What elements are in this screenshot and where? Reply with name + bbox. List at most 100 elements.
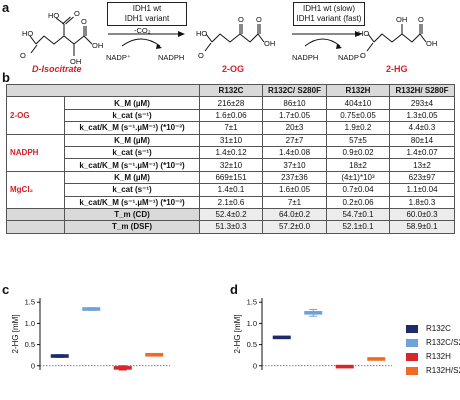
compound-d-isocitrate-label: D-Isocitrate: [32, 64, 82, 74]
nadph-label-2: NADPH: [292, 53, 319, 62]
table-cell: 1.3±0.05: [389, 108, 455, 123]
svg-text:O: O: [238, 15, 244, 24]
param-label: T_m (DSF): [64, 220, 200, 234]
table-cell: 0.2±0.06: [326, 195, 390, 209]
chart-d: 0 0.5 1.0 1.5 2-HG [mM]: [233, 298, 392, 370]
table-cell: 1.1±0.04: [389, 183, 455, 197]
reaction-box-2-line-1: IDH1 wt (slow): [302, 4, 355, 13]
mean-marker: [304, 311, 323, 315]
panel-label-d: d: [230, 282, 238, 297]
reaction-box-2-line-2: IDH1 variant (fast): [296, 14, 362, 23]
param-label: k_cat (s⁻¹): [64, 145, 200, 160]
table-cell: 86±10: [262, 96, 327, 110]
table-cell: 2.1±0.6: [199, 195, 263, 209]
legend-item: R132C/S280F: [406, 338, 460, 347]
kinetics-table: R132C R132C/ S280F R132H R132H/ S280F 2-OG K_…: [6, 83, 455, 234]
table-row: NADPH K_M (µM) 31±10 27±7 57±5 80±14: [6, 133, 455, 172]
table-cell: 1.6±0.06: [199, 108, 263, 123]
table-cell: 80±14: [389, 133, 455, 147]
column-header: R132H: [326, 83, 390, 98]
column-header: R132C: [199, 83, 263, 98]
svg-text:OH: OH: [70, 57, 81, 66]
svg-text:OH: OH: [264, 39, 275, 48]
param-label: k_cat (s⁻¹): [64, 183, 200, 197]
table-cell: 237±36: [262, 170, 327, 185]
legend-label: R132C/S280F: [426, 338, 460, 347]
table-cell: 52.4±0.2: [199, 207, 263, 222]
legend-item: R132C: [406, 324, 451, 333]
legend-swatch: [406, 352, 418, 361]
nadph-label-1: NADPH: [158, 53, 185, 62]
reaction-box-2: IDH1 wt (slow) IDH1 variant (fast): [293, 2, 365, 26]
compound-d-isocitrate: D-Isocitrate: [32, 64, 82, 74]
table-header-row: R132C R132C/ S280F R132H R132H/ S280F: [6, 83, 455, 98]
table-cell: 293±4: [389, 96, 455, 110]
table-cell: 54.7±0.1: [326, 207, 390, 222]
svg-text:OH: OH: [396, 15, 407, 24]
svg-text:O: O: [20, 51, 26, 60]
table-cell: 13±2: [389, 158, 455, 172]
table-cell: 1.8±0.3: [389, 195, 455, 209]
panel-label-b: b: [2, 70, 10, 85]
svg-text:HO: HO: [196, 29, 207, 38]
table-cell: 27±7: [262, 133, 327, 147]
table-cell: 51.3±0.3: [199, 220, 263, 234]
table-cell: 32±10: [199, 158, 263, 172]
table-cell: 1.7±0.05: [262, 108, 327, 123]
svg-text:HO: HO: [358, 29, 369, 38]
compound-2-og: 2-OG: [222, 64, 245, 74]
table-row: k_cat/K_M (s⁻¹.µM⁻¹) (*10⁻³) 7±1 20±3 1.9±0…: [7, 121, 455, 135]
table-row: MgCl₂ K_M (µM) 669±151 237±36 (4±1)*10³ 623±9…: [6, 170, 455, 209]
group-label: 2-OG: [6, 96, 65, 135]
table-cell: 1.4±0.08: [262, 145, 327, 160]
table-cell: 1.4±0.07: [389, 145, 455, 160]
y-tick-label: 0: [31, 361, 35, 370]
table-cell: 1.4±0.1: [199, 183, 263, 197]
legend-label: R132H: [426, 352, 451, 361]
reaction-scheme-graphic: HO O HO O O OH OH HO O O O OH HO O OH O …: [20, 9, 437, 66]
legend-swatch: [406, 324, 418, 333]
y-tick-label: 1.0: [247, 319, 257, 328]
param-label: K_M (µM): [64, 133, 200, 147]
table-row: k_cat/K_M (s⁻¹.µM⁻¹) (*10⁻³) 2.1±0.6 7±1 0.…: [7, 195, 455, 209]
y-axis-label: 2-HG [mM]: [233, 314, 242, 353]
svg-text:O: O: [360, 51, 366, 60]
mean-marker: [50, 354, 69, 358]
svg-text:OH: OH: [92, 41, 103, 50]
mean-marker: [82, 307, 101, 311]
svg-text:O: O: [74, 9, 80, 18]
y-tick-label: 1.5: [247, 298, 257, 307]
table-cell: 64.0±0.2: [262, 207, 327, 222]
y-tick-label: 1.5: [25, 298, 35, 307]
group-label: NADPH: [6, 133, 65, 172]
param-label: k_cat/K_M (s⁻¹.µM⁻¹) (*10⁻³): [64, 158, 200, 172]
table-cell: 57±5: [326, 133, 390, 147]
column-header: R132H/ S280F: [389, 83, 455, 98]
svg-text:OH: OH: [426, 39, 437, 48]
table-cell: 37±10: [262, 158, 327, 172]
legend-item: R132H/S280F: [406, 366, 460, 375]
table-cell: 1.9±0.2: [326, 121, 390, 135]
table-cell: 7±1: [199, 121, 263, 135]
y-tick-label: 0.5: [25, 340, 35, 349]
table-cell: 0.7±0.04: [326, 183, 390, 197]
y-tick-label: 0: [253, 361, 257, 370]
mean-marker: [113, 366, 132, 370]
reaction-box-1-line-2: IDH1 variant: [124, 14, 170, 23]
param-label: k_cat/K_M (s⁻¹.µM⁻¹) (*10⁻³): [64, 121, 200, 135]
y-tick-label: 1.0: [25, 319, 35, 328]
table-row: k_cat (s⁻¹) 1.4±0.12 1.4±0.08 0.9±0.02 1.4±0…: [7, 145, 455, 160]
table-cell: 216±28: [199, 96, 263, 110]
mean-marker: [335, 364, 354, 369]
legend-swatch: [406, 366, 418, 375]
svg-text:HO: HO: [48, 11, 59, 20]
table-cell: 623±97: [389, 170, 455, 185]
table-row: 2-OG K_M (µM) 216±28 86±10 404±10 293±4: [6, 96, 455, 135]
svg-text:O: O: [256, 15, 262, 24]
table-row: T_m (CD) 52.4±0.2 64.0±0.2 54.7±0.1 60.0±0.3: [6, 207, 455, 222]
table-cell: 0.9±0.02: [326, 145, 390, 160]
table-cell: 404±10: [326, 96, 390, 110]
panel-label-a: a: [2, 0, 10, 15]
y-tick-label: 0.5: [247, 340, 257, 349]
co2-release: -CO₂: [134, 26, 151, 35]
